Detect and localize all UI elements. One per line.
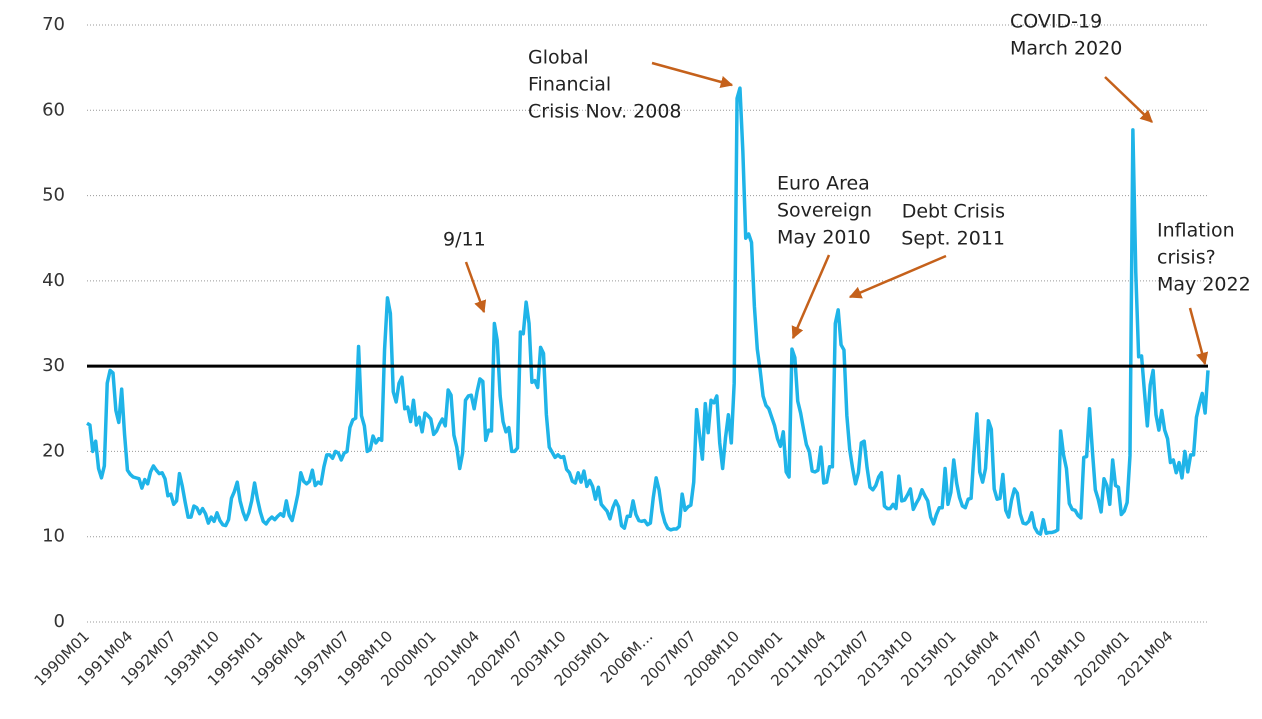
annotation-text: Financial [528,74,611,96]
annotation-text: COVID-19 [1010,11,1102,33]
annotation-text: May 2010 [777,227,871,249]
y-tick-label: 60 [42,99,65,120]
annotation-arrow [651,61,734,89]
annotation-arrow [464,261,487,314]
y-tick-label: 50 [42,185,65,206]
annotation-text: Global [528,47,589,69]
annotation-text: Crisis Nov. 2008 [528,101,682,123]
annotation-arrow [848,254,947,299]
annotation-text: March 2020 [1010,38,1122,60]
y-tick-label: 10 [42,526,65,547]
annotation-arrow [1104,76,1153,123]
annotation-text: Euro Area [777,173,870,195]
y-tick-label: 30 [42,355,65,376]
annotation-text: Debt Crisis [902,201,1005,223]
annotation-text: Sept. 2011 [901,228,1005,250]
y-tick-label: 20 [42,440,65,461]
annotation-arrow [1188,307,1209,366]
y-tick-label: 40 [42,270,65,291]
annotation-text: Inflation [1157,220,1235,242]
data-line [86,86,1210,536]
annotation-text: 9/11 [443,229,486,251]
annotation-arrow [791,254,831,340]
y-tick-label: 0 [54,611,65,632]
annotation-text: crisis? [1157,247,1216,269]
y-tick-label: 70 [42,14,65,35]
annotation-text: May 2022 [1157,274,1251,296]
annotation-text: Sovereign [777,200,872,222]
